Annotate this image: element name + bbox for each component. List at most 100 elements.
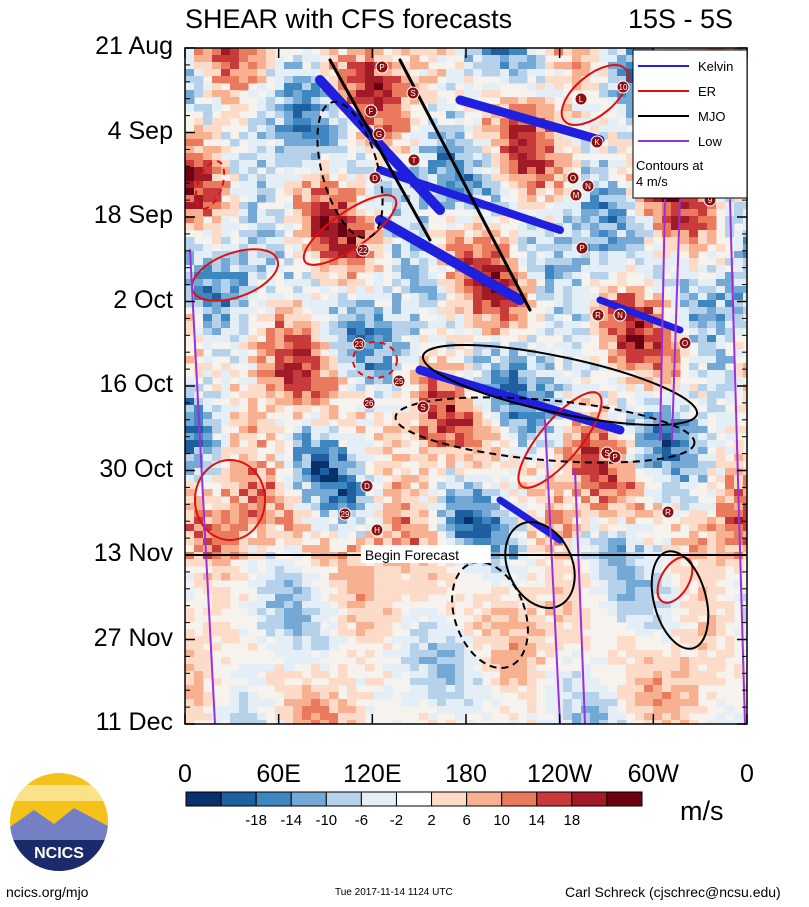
shear-cell [383, 650, 393, 658]
shear-cell [410, 391, 420, 399]
shear-cell [509, 419, 519, 427]
shear-cell [266, 566, 276, 574]
shear-cell [284, 391, 294, 399]
shear-cell [500, 643, 510, 651]
shear-cell [257, 510, 267, 518]
shear-cell [464, 48, 474, 56]
shear-cell [698, 223, 708, 231]
shear-cell [365, 664, 375, 672]
shear-cell [671, 447, 681, 455]
shear-cell [680, 468, 690, 476]
shear-cell [356, 300, 366, 308]
shear-cell [293, 587, 303, 595]
shear-cell [329, 706, 339, 714]
shear-cell [734, 286, 744, 294]
shear-cell [185, 706, 195, 714]
shear-cell [419, 454, 429, 462]
shear-cell [284, 580, 294, 588]
shear-cell [248, 643, 258, 651]
shear-cell [338, 62, 348, 70]
shear-cell [590, 496, 600, 504]
shear-cell [248, 293, 258, 301]
shear-cell [698, 335, 708, 343]
shear-cell [419, 692, 429, 700]
shear-cell [338, 153, 348, 161]
shear-cell [338, 517, 348, 525]
shear-cell [302, 678, 312, 686]
shear-cell [482, 461, 492, 469]
shear-cell [392, 307, 402, 315]
shear-cell [599, 587, 609, 595]
shear-cell [545, 573, 555, 581]
shear-cell [230, 167, 240, 175]
shear-cell [617, 398, 627, 406]
shear-cell [671, 384, 681, 392]
shear-cell [743, 587, 747, 595]
shear-cell [248, 223, 258, 231]
shear-cell [194, 664, 204, 672]
shear-cell [248, 237, 258, 245]
shear-cell [608, 314, 618, 322]
shear-cell [302, 342, 312, 350]
shear-cell [536, 181, 546, 189]
shear-cell [437, 258, 447, 266]
shear-cell [212, 160, 222, 168]
shear-cell [608, 391, 618, 399]
shear-cell [410, 188, 420, 196]
shear-cell [248, 524, 258, 532]
shear-cell [374, 412, 384, 420]
shear-cell [527, 335, 537, 343]
shear-cell [689, 601, 699, 609]
shear-cell [707, 279, 717, 287]
shear-cell [671, 601, 681, 609]
shear-cell [311, 111, 321, 119]
shear-cell [581, 377, 591, 385]
shear-cell [590, 223, 600, 231]
shear-cell [536, 125, 546, 133]
shear-cell [689, 643, 699, 651]
shear-cell [248, 545, 258, 553]
shear-cell [473, 692, 483, 700]
shear-cell [644, 629, 654, 637]
shear-cell [374, 692, 384, 700]
shear-cell [644, 524, 654, 532]
shear-cell [347, 69, 357, 77]
shear-cell [689, 573, 699, 581]
shear-cell [572, 559, 582, 567]
shear-cell [446, 300, 456, 308]
shear-cell [500, 706, 510, 714]
shear-cell [302, 153, 312, 161]
shear-cell [293, 216, 303, 224]
shear-cell [626, 426, 636, 434]
shear-cell [491, 629, 501, 637]
shear-cell [608, 97, 618, 105]
shear-cell [473, 174, 483, 182]
shear-cell [734, 272, 744, 280]
shear-cell [293, 566, 303, 574]
shear-cell [734, 265, 744, 273]
shear-cell [563, 580, 573, 588]
shear-cell [329, 237, 339, 245]
shear-cell [311, 342, 321, 350]
shear-cell [401, 279, 411, 287]
shear-cell [689, 531, 699, 539]
shear-cell [311, 391, 321, 399]
shear-cell [383, 468, 393, 476]
shear-cell [320, 125, 330, 133]
shear-cell [455, 314, 465, 322]
shear-cell [185, 615, 195, 623]
shear-cell [680, 223, 690, 231]
shear-cell [275, 510, 285, 518]
shear-cell [707, 363, 717, 371]
shear-cell [356, 62, 366, 70]
shear-cell [716, 377, 726, 385]
shear-cell [491, 174, 501, 182]
shear-cell [248, 160, 258, 168]
shear-cell [221, 440, 231, 448]
shear-cell [356, 503, 366, 511]
shear-cell [599, 118, 609, 126]
shear-cell [356, 188, 366, 196]
shear-cell [311, 216, 321, 224]
shear-cell [554, 286, 564, 294]
shear-cell [365, 692, 375, 700]
